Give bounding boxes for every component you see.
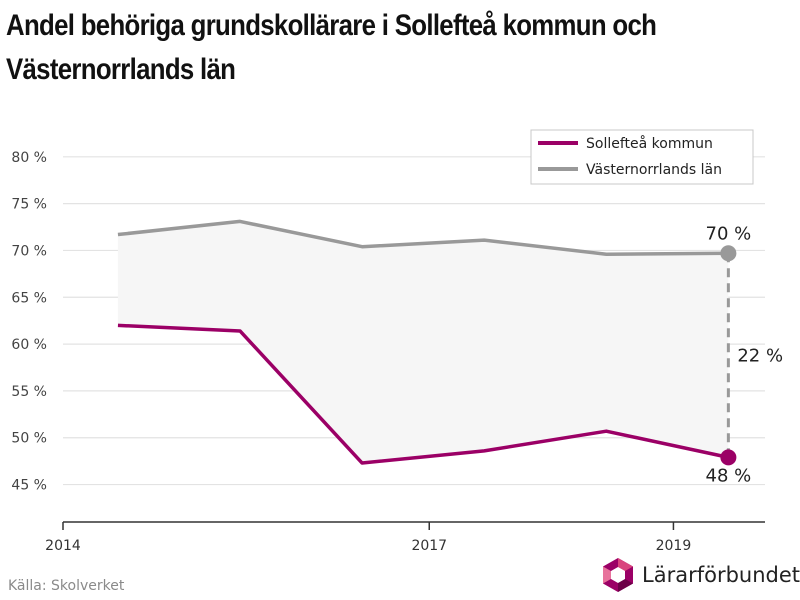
y-tick-label: 55 % (11, 384, 47, 400)
end-marker-vasternorrland (720, 245, 737, 262)
x-tick-label: 2017 (411, 538, 447, 554)
end-markers (720, 245, 737, 466)
y-tick-label: 65 % (11, 290, 47, 306)
legend-box (530, 129, 754, 185)
legend-label-vasternorrland: Västernorrlands län (586, 162, 722, 178)
brand-logo[interactable]: Lärarförbundet (602, 557, 800, 593)
source-note: Källa: Skolverket (8, 578, 125, 594)
brand-name: Lärarförbundet (642, 563, 800, 587)
y-tick-label: 70 % (11, 243, 47, 259)
x-axis: 2014 2017 2019 (45, 521, 765, 554)
y-axis-ticks: 45 % 50 % 55 % 60 % 65 % 70 % 75 % 80 % (11, 150, 47, 494)
hexagon-logo-icon (603, 558, 633, 592)
chart-title: Andel behöriga grundskollärare i Solleft… (6, 9, 657, 86)
series-line-vasternorrland (117, 219, 729, 256)
legend: Sollefteå kommun Västernorrlands län (530, 129, 754, 185)
x-tick-label: 2014 (45, 538, 81, 554)
y-tick-label: 75 % (11, 197, 47, 213)
x-tick-label: 2019 (656, 538, 692, 554)
y-tick-label: 60 % (11, 337, 47, 353)
end-marker-solleftea (720, 449, 737, 466)
series-lines (117, 219, 729, 465)
y-tick-label: 45 % (11, 478, 47, 494)
y-tick-label: 50 % (11, 431, 47, 447)
series-line-solleftea (117, 323, 729, 465)
annotation-gap: 22 % (737, 345, 783, 366)
gap-band (117, 221, 729, 464)
legend-label-solleftea: Sollefteå kommun (586, 135, 713, 152)
annotation-vasternorrland-end: 70 % (706, 223, 752, 244)
y-tick-label: 80 % (11, 150, 47, 166)
annotation-solleftea-end: 48 % (706, 465, 752, 486)
